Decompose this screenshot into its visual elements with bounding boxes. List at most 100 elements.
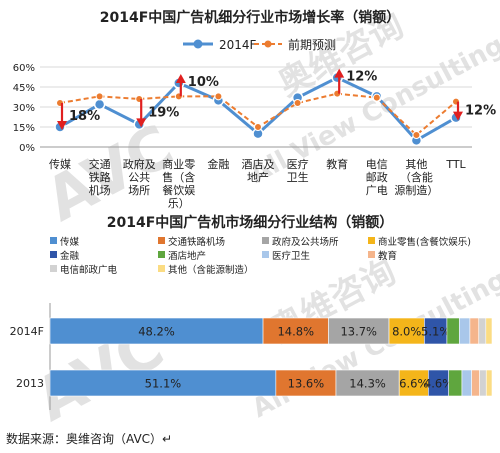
- annotation-arrowhead: [175, 74, 186, 83]
- legend-swatch: [262, 251, 269, 258]
- annotation-arrowhead: [334, 68, 345, 78]
- bar-segment: [49, 369, 277, 397]
- legend-swatch: [50, 265, 57, 272]
- annotation-arrowhead: [57, 121, 67, 130]
- data-label: 8.0%: [392, 325, 421, 339]
- bar-segment: [262, 317, 329, 345]
- x-tick-label: 场所: [128, 183, 150, 197]
- data-point: [372, 93, 381, 102]
- bar-segment: [446, 317, 460, 345]
- x-tick-label: 售（含: [162, 170, 195, 184]
- legend-label: 传媒: [60, 236, 80, 248]
- bar-segment: [335, 369, 400, 397]
- data-point: [93, 98, 106, 111]
- bar-segment: [448, 369, 463, 397]
- y-tick-label: 60%: [13, 63, 35, 74]
- data-label: 6.6%: [399, 377, 428, 391]
- annotation-arrowhead: [453, 111, 463, 121]
- annotation-label: 12%: [346, 70, 377, 85]
- bar-segment: [328, 317, 390, 345]
- x-tick-label: 邮政: [366, 170, 388, 184]
- bar-segment: [478, 317, 487, 345]
- x-tick-label: TTL: [445, 158, 466, 171]
- legend-swatch: [50, 251, 57, 258]
- annotation-arrowhead: [136, 118, 147, 128]
- legend-marker-2014f: [193, 39, 203, 49]
- legend-marker-forecast: [264, 40, 272, 48]
- data-label: 4.6%: [424, 377, 453, 391]
- legend-swatch: [368, 251, 375, 258]
- x-tick-label: 传媒: [49, 158, 71, 171]
- bar-segment: [479, 369, 487, 397]
- x-tick-label: 金融: [207, 157, 229, 171]
- x-tick-label: 源制造）: [394, 183, 438, 197]
- data-point: [293, 99, 302, 107]
- annotation-label: 18%: [69, 109, 100, 124]
- x-tick-label: 教育: [326, 157, 348, 171]
- x-tick-label: 公共: [128, 171, 150, 184]
- legend-swatch: [50, 237, 57, 244]
- legend-label: 商业零售(含餐饮娱乐): [378, 236, 471, 248]
- x-tick-label: 机场: [89, 183, 111, 197]
- y-tick-label: 0%: [19, 143, 35, 154]
- x-tick-label: 乐）: [168, 197, 190, 210]
- x-tick-label: 电信: [366, 158, 388, 171]
- y-tick-label: 45%: [13, 83, 35, 94]
- legend-label: 酒店地产: [168, 250, 206, 262]
- annotation-label: 19%: [148, 106, 179, 121]
- bar-segment: [49, 317, 264, 345]
- x-tick-label: 交通: [89, 157, 111, 171]
- data-label: 14.3%: [349, 377, 386, 391]
- legend-label: 政府及公共场所: [272, 236, 339, 248]
- legend-label: 前期预测: [288, 37, 336, 52]
- legend-label: 医疗卫生: [272, 250, 311, 262]
- bar-segment: [471, 369, 480, 397]
- category-label: 2014F: [10, 325, 44, 338]
- data-label: 13.7%: [340, 325, 377, 339]
- x-tick-label: 餐饮娱: [162, 183, 195, 197]
- chart-title: 2014F中国广告机细分行业市场增长率（销额）: [100, 9, 401, 26]
- x-tick-label: 酒店及: [242, 157, 275, 171]
- bar-segment: [469, 317, 480, 345]
- x-tick-label: 卫生: [287, 170, 309, 184]
- legend-label: 其他（含能源制造）: [168, 264, 254, 276]
- x-tick-label: 铁路: [89, 171, 111, 184]
- legend-label: 电信邮政广电: [60, 264, 118, 276]
- bar-segment: [275, 369, 337, 397]
- x-tick-label: （含能: [400, 170, 433, 184]
- data-point: [412, 131, 421, 139]
- data-label: 13.6%: [288, 377, 325, 391]
- data-label: 51.1%: [145, 377, 182, 391]
- data-label: 48.2%: [138, 325, 175, 339]
- legend-label: 教育: [378, 250, 397, 262]
- bar-segment: [461, 369, 472, 397]
- data-label: 5.1%: [421, 325, 450, 339]
- legend-swatch: [158, 237, 165, 244]
- category-label: 2013: [16, 377, 44, 390]
- chart-title: 2014F中国广告机市场细分行业结构（销额）: [107, 214, 394, 231]
- annotation-label: 12%: [465, 104, 496, 119]
- legend-label: 2014F: [219, 38, 257, 52]
- data-point: [254, 123, 262, 131]
- bar-segment: [485, 317, 493, 345]
- data-point: [214, 92, 223, 101]
- legend-label: 交通铁路机场: [168, 236, 225, 248]
- x-tick-label: 政府及: [123, 157, 156, 171]
- bar-segment: [388, 317, 425, 345]
- legend-label: 金融: [60, 250, 80, 262]
- legend-swatch: [158, 265, 165, 272]
- x-tick-label: 地产: [247, 170, 269, 184]
- y-tick-label: 30%: [13, 103, 35, 114]
- bar-segment: [485, 369, 493, 397]
- data-source-note: 数据来源：奥维咨询（AVC）↵: [6, 432, 173, 446]
- data-label: 14.8%: [277, 325, 314, 339]
- annotation-label: 10%: [188, 75, 219, 90]
- legend-swatch: [368, 237, 375, 244]
- y-tick-label: 15%: [13, 123, 35, 134]
- bar-segment: [458, 317, 471, 345]
- x-tick-label: 其他: [405, 158, 427, 171]
- x-tick-label: 广电: [366, 184, 388, 197]
- legend-swatch: [158, 251, 165, 258]
- x-tick-label: 医疗: [287, 157, 309, 171]
